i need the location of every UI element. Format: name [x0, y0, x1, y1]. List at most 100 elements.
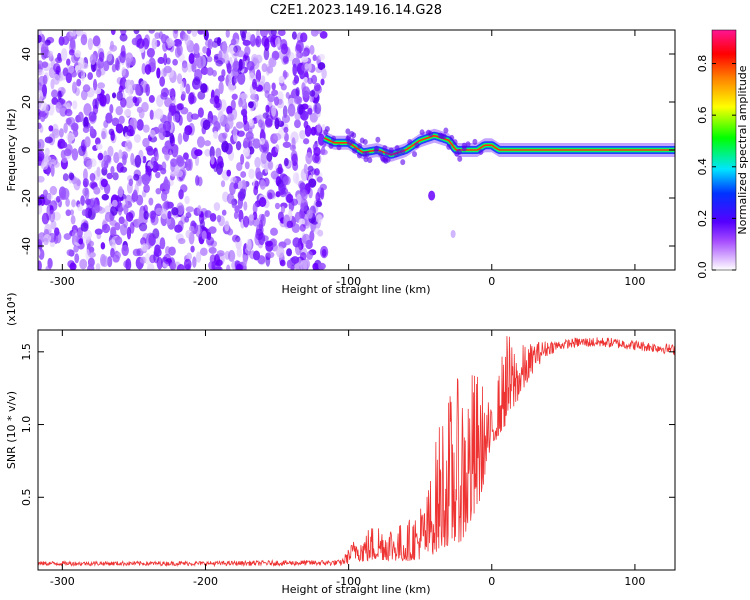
colorbar-tick-label: 0.0 — [696, 261, 709, 279]
noise-blob — [307, 165, 314, 172]
noise-blob — [286, 259, 293, 269]
noise-blob — [136, 119, 144, 131]
noise-blob — [255, 228, 264, 241]
noise-blob — [277, 30, 286, 37]
noise-blob — [314, 30, 323, 35]
noise-blob — [43, 155, 52, 162]
noise-blob — [295, 39, 304, 53]
y-tick-label: 40 — [20, 47, 33, 61]
noise-blob — [213, 202, 221, 211]
noise-blob — [291, 31, 297, 40]
snr-panel: -300 -200 -100 0 100 0.5 1.0 1.5 Height of str… — [5, 293, 676, 596]
noise-blob — [320, 146, 326, 155]
trace-speckle — [384, 150, 390, 157]
noise-blob — [228, 250, 236, 262]
noise-blob — [111, 199, 118, 207]
noise-blob — [55, 56, 63, 64]
noise-blob — [230, 38, 237, 46]
noise-blob — [124, 109, 132, 117]
noise-blob — [237, 72, 246, 85]
noise-blob — [316, 176, 323, 183]
noise-blob — [208, 246, 217, 254]
noise-blob — [182, 130, 189, 143]
noise-blob — [167, 210, 172, 220]
colorbar-gradient — [711, 29, 737, 271]
noise-blob — [176, 264, 185, 270]
noise-blob — [148, 233, 156, 247]
noise-blob — [176, 169, 184, 178]
noise-blob — [235, 263, 243, 270]
noise-blob — [41, 84, 48, 97]
noise-blob — [280, 205, 286, 214]
noise-blob — [127, 84, 133, 97]
noise-blob — [77, 111, 84, 123]
noise-blob — [282, 141, 292, 148]
x-axis-ticks-bottom: -300 -200 -100 0 100 — [50, 330, 645, 588]
noise-blob — [188, 92, 195, 105]
noise-blob — [169, 261, 177, 270]
noise-blob — [96, 166, 101, 178]
noise-blob — [221, 140, 229, 153]
noise-blob — [299, 129, 306, 140]
noise-blob — [291, 223, 300, 234]
noise-blob — [89, 181, 98, 189]
noise-blob — [101, 223, 111, 234]
noise-blob — [295, 172, 300, 186]
y-tick-label: -20 — [20, 189, 33, 207]
colorbar-label: Normalized spectral amplitude — [736, 65, 749, 234]
noise-blob — [298, 218, 305, 226]
noise-blob — [52, 74, 60, 85]
noise-blob — [98, 51, 105, 62]
noise-blob — [127, 141, 133, 150]
noise-blob — [82, 126, 90, 133]
noise-blob — [110, 130, 115, 142]
noise-blob — [266, 251, 275, 259]
noise-blob — [281, 114, 291, 124]
noise-blob — [299, 251, 307, 261]
trace-speckle — [336, 144, 342, 151]
noise-blob — [235, 140, 242, 151]
noise-blob — [206, 67, 214, 76]
trace-speckle — [400, 159, 406, 166]
trace-speckle — [454, 150, 460, 157]
noise-blob — [238, 97, 243, 108]
noise-blob — [260, 213, 266, 227]
x-tick-label: 100 — [624, 275, 645, 288]
noise-blob — [244, 45, 251, 56]
noise-blob — [121, 244, 129, 257]
noise-blob — [110, 226, 117, 237]
x-tick-label: -300 — [50, 275, 75, 288]
trace-speckle — [446, 143, 452, 150]
noise-blob — [178, 189, 184, 200]
x-tick-label: 100 — [624, 575, 645, 588]
noise-blob — [279, 259, 286, 267]
noise-blob — [44, 147, 50, 156]
noise-blob — [181, 91, 186, 100]
noise-blob — [122, 154, 127, 166]
noise-blob — [80, 222, 89, 232]
noise-blob — [188, 225, 195, 232]
noise-blob — [38, 90, 44, 103]
noise-blob — [38, 34, 42, 43]
noise-blob — [233, 182, 239, 190]
noise-blob — [292, 57, 301, 68]
noise-blob — [207, 38, 213, 50]
noise-blob — [126, 125, 134, 137]
noise-blob — [84, 136, 91, 148]
noise-blob — [204, 140, 211, 147]
noise-blob — [103, 150, 108, 162]
noise-blob — [118, 85, 123, 93]
noise-blob — [164, 245, 171, 256]
noise-blob — [86, 198, 95, 209]
noise-blob — [142, 137, 150, 148]
noise-blob — [253, 98, 259, 109]
noise-blob — [215, 59, 223, 67]
noise-blob — [42, 74, 48, 85]
noise-blob — [308, 178, 317, 188]
noise-blob — [236, 49, 245, 58]
noise-blob — [38, 69, 45, 76]
noise-blob — [150, 216, 156, 223]
noise-blob — [215, 147, 222, 159]
noise-blob — [184, 195, 190, 205]
